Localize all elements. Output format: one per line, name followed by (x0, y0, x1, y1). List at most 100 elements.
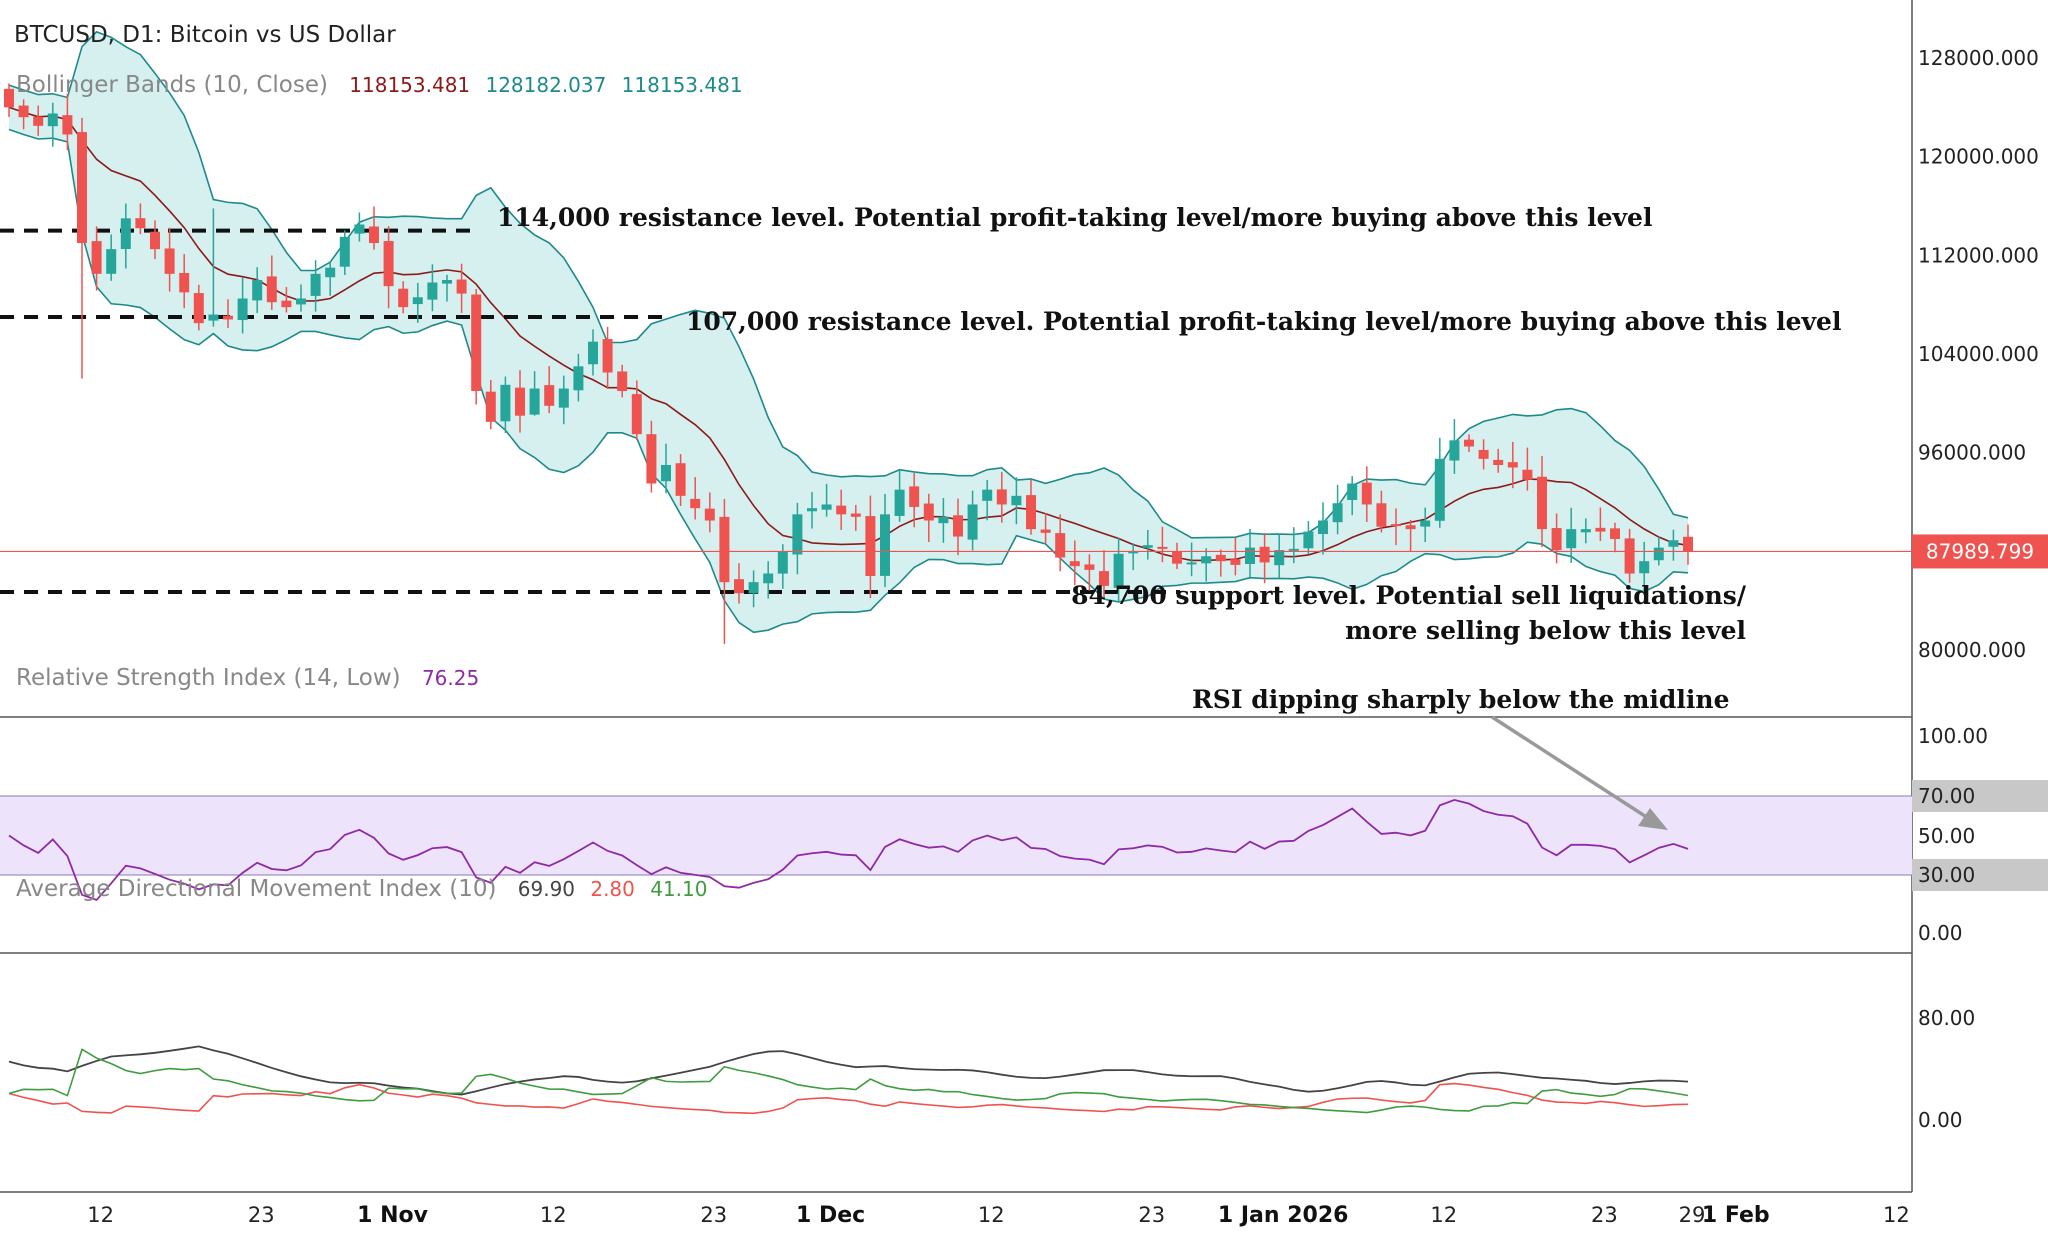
time-tick-label: 23 (700, 1203, 727, 1227)
candle-body (120, 218, 131, 249)
candle-body (1186, 562, 1197, 565)
candle-body (748, 582, 759, 594)
price-tick-label: 112000.000 (1918, 243, 2039, 267)
time-tick-label: 12 (1430, 1203, 1457, 1227)
candle-body (865, 516, 876, 576)
resistance-114000-annotation: 114,000 resistance level. Potential prof… (497, 203, 1652, 232)
candle-body (252, 280, 263, 301)
candle-body (573, 366, 584, 391)
candle-body (193, 293, 204, 324)
candle-body (1084, 564, 1095, 570)
candle-body (1128, 551, 1139, 554)
candle-body (1274, 550, 1285, 566)
candle-body (850, 513, 861, 517)
adx-line (8, 1045, 1689, 1096)
rsi-legend: Relative Strength Index (14, Low) 76.25 (16, 665, 479, 691)
last-price-tag (1912, 534, 2048, 569)
candle-body (1624, 538, 1635, 574)
candle-body (33, 116, 44, 126)
candle-body (1391, 524, 1401, 527)
candle-body (208, 314, 219, 321)
support-84700-annotation-line2: more selling below this level (1345, 616, 1746, 645)
candle-body (325, 267, 336, 278)
di-plus-value: 2.80 (590, 877, 635, 901)
candle-body (106, 249, 117, 274)
candle-body (1172, 551, 1182, 564)
candle-body (427, 282, 438, 300)
candle-body (266, 276, 277, 303)
candle-body (1478, 449, 1489, 459)
candle-body (704, 508, 715, 521)
candle-body (631, 394, 642, 435)
candle-body (719, 516, 730, 583)
rsi-tick-100: 100.00 (1918, 724, 1988, 748)
candle-body (1537, 476, 1547, 530)
rsi-overbought-oversold-zone (0, 796, 1912, 875)
candle-body (500, 384, 511, 422)
candle-body (953, 515, 963, 537)
candle-body (398, 288, 409, 308)
candle-body (1522, 469, 1533, 480)
time-tick-label: 1 Feb (1702, 1203, 1770, 1228)
candle-body (1026, 495, 1036, 530)
candle-body (1493, 459, 1504, 465)
candle-body (909, 486, 920, 507)
rsi-line (8, 798, 1689, 902)
candle-body (1551, 528, 1562, 551)
candle-body (1507, 462, 1518, 468)
candle-body (1099, 571, 1109, 586)
candle-body (1420, 520, 1431, 527)
price-tick-label: 96000.000 (1918, 441, 2026, 465)
candle-body (894, 489, 905, 516)
candle-body (1142, 545, 1153, 548)
rsi-tick-70: 70.00 (1918, 784, 1975, 808)
candle-body (1580, 529, 1591, 533)
candle-body (1245, 547, 1255, 564)
candle-body (310, 273, 321, 296)
rsi-tick-70-bg (1912, 780, 2048, 812)
candle-body (1683, 536, 1693, 552)
candle-body (807, 508, 817, 512)
candle-body (354, 224, 365, 234)
time-tick-label: 1 Dec (796, 1203, 865, 1228)
candle-body (690, 498, 701, 509)
candle-body (1259, 546, 1270, 563)
candle-body (47, 113, 58, 127)
candle-body (1303, 531, 1314, 549)
candle-body (1653, 547, 1664, 561)
candle-body (1668, 540, 1679, 547)
candle-body (1230, 559, 1241, 565)
candle-body (1405, 525, 1416, 530)
time-tick-label: 23 (248, 1203, 275, 1227)
candle-body (1610, 528, 1620, 539)
candle-body (339, 236, 350, 267)
candle-body (646, 434, 657, 484)
candle-body (1215, 554, 1226, 562)
time-tick-label: 12 (1883, 1203, 1910, 1227)
candle-body (1595, 527, 1606, 532)
candle-body (1157, 546, 1168, 549)
candle-body (821, 504, 832, 510)
bollinger-legend: Bollinger Bands (10, Close) 118153.481 1… (16, 72, 743, 98)
bollinger-lower-line (8, 128, 1689, 634)
candle-body (515, 387, 525, 416)
time-tick-label: 12 (540, 1203, 567, 1227)
candle-body (1069, 561, 1080, 567)
candle-body (792, 514, 803, 555)
di-minus-line (8, 1048, 1689, 1114)
candle-body (763, 573, 774, 584)
candle-body (456, 279, 467, 294)
candle-body (1113, 553, 1124, 588)
candle-body (485, 391, 496, 422)
bollinger-upper-value: 128182.037 (485, 73, 606, 97)
bollinger-middle-line (8, 106, 1689, 562)
candle-body (164, 248, 175, 274)
rsi-annotation-arrowhead (1638, 808, 1668, 830)
rsi-annotation-arrow-line (1491, 715, 1649, 820)
di-minus-value: 41.10 (650, 877, 707, 901)
candle-body (471, 294, 482, 391)
rsi-annotation: RSI dipping sharply below the midline (1192, 685, 1729, 714)
candle-body (558, 388, 569, 408)
